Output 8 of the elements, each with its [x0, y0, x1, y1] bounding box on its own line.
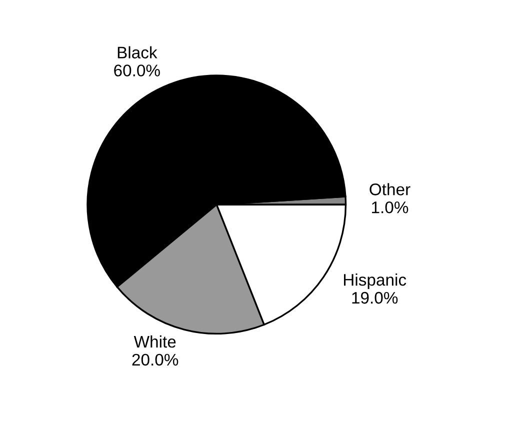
slice-label: Hispanic — [344, 274, 406, 290]
data-label: 19.0% — [352, 292, 398, 304]
data-label: 20.0% — [132, 354, 178, 366]
slice-label: White — [134, 335, 176, 348]
slice-label: Black — [118, 46, 158, 58]
slice-label: Other — [370, 183, 410, 196]
data-label: 1.0% — [372, 201, 408, 214]
data-label: 60.0% — [114, 64, 160, 76]
